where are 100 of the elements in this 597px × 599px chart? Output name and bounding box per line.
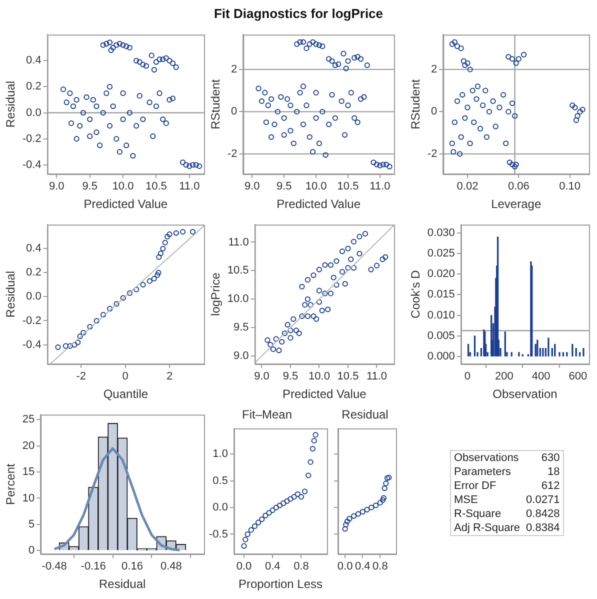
y-tick-label: 10.5 (227, 264, 249, 277)
category-label: Observations (453, 451, 520, 465)
y-tick-label: -0.4 (22, 158, 42, 171)
x-tick-label: 10.5 (337, 370, 359, 383)
chart-subtitle: Residual (342, 408, 388, 422)
x-tick-label: 0.8 (294, 560, 309, 573)
x-tick-label: 0 (122, 370, 128, 383)
x-axis-title: Predicted Value (282, 387, 367, 402)
x-tick-label: 0.10 (559, 180, 581, 193)
x-axis-title: Predicted Value (84, 197, 168, 212)
data-label: 0.8384 (525, 521, 561, 536)
chart-subtitle: Fit–Mean (242, 408, 292, 422)
y-tick-label: 0.025 (427, 248, 455, 260)
x-tick-label: 400 (532, 370, 550, 383)
y-tick-label: -0.2 (22, 314, 42, 327)
x-tick-label: 0.48 (160, 560, 182, 573)
y-tick-label: -0.4 (22, 338, 42, 351)
x-tick-label: 0.8 (372, 560, 388, 573)
y-tick-label: -2 (227, 148, 238, 160)
y-tick-label: 0.2 (26, 80, 42, 93)
x-tick-label: 11.0 (366, 370, 388, 383)
x-tick-label: 9.5 (282, 370, 298, 383)
data-label: 18 (546, 465, 561, 479)
data-label: 612 (540, 479, 561, 493)
data-label: 0.0271 (525, 493, 561, 507)
x-tick-label: -2 (76, 370, 86, 383)
y-tick-label: 0.010 (427, 309, 455, 322)
y-tick-label: 2 (431, 63, 438, 76)
x-axis-title: Proportion Less (238, 577, 322, 592)
y-tick-label: 1.0 (212, 448, 228, 460)
y-tick-label: 0.020 (427, 268, 455, 280)
x-axis-title: Quantile (103, 387, 148, 402)
y-tick-label: 0.000 (427, 350, 455, 363)
y-axis-title: RStudent (408, 78, 423, 130)
y-tick-label: 11.0 (228, 236, 249, 248)
y-tick-label: 0.0 (26, 290, 42, 303)
y-tick-label: 0 (28, 544, 35, 557)
y-tick-label: 2 (231, 63, 238, 76)
y-axis-title: Residual (4, 80, 18, 128)
x-tick-label: 10.0 (112, 180, 134, 193)
x-tick-label: 0.06 (508, 180, 530, 193)
y-axis-title: Percent (4, 462, 18, 505)
x-tick-label: 10.0 (305, 180, 327, 193)
x-tick-label: 0.0 (337, 560, 353, 573)
x-axis-title: Residual (98, 577, 146, 592)
y-tick-label: 5 (28, 518, 35, 530)
y-tick-label: -2 (427, 148, 438, 160)
y-tick-label: 0.015 (427, 288, 455, 301)
x-tick-label: -0.16 (80, 560, 106, 573)
x-tick-label: 200 (495, 370, 514, 383)
y-axis-title: RStudent (208, 78, 223, 130)
y-tick-label: 0.005 (427, 330, 455, 342)
x-tick-label: 10.0 (308, 370, 330, 383)
x-tick-label: 600 (568, 370, 588, 383)
y-tick-label: 0.0 (212, 502, 228, 514)
x-tick-label: 0.16 (122, 560, 143, 573)
x-tick-label: 11.0 (370, 180, 390, 193)
x-axis-title: Predicted Value (276, 197, 361, 212)
x-axis-title: Leverage (491, 197, 542, 212)
y-tick-label: 25 (22, 414, 35, 426)
x-axis-title: Observation (492, 387, 558, 402)
chart-title: Fit Diagnostics for logPrice (212, 6, 384, 21)
x-tick-label: 0 (464, 370, 470, 383)
y-tick-label: 10.0 (227, 293, 249, 306)
y-axis-title: logPrice (208, 272, 223, 316)
category-label: Adj R-Square (453, 521, 522, 536)
x-tick-label: 11.0 (179, 180, 200, 193)
category-label: R-Square (453, 507, 502, 521)
y-tick-label: 20 (22, 440, 35, 452)
x-tick-label: -0.48 (42, 560, 67, 573)
y-tick-label: -0.5 (208, 528, 228, 540)
x-tick-label: 9.0 (49, 180, 64, 193)
x-tick-label: 9.5 (276, 180, 292, 193)
y-axis-title: Cook's D (408, 270, 423, 318)
y-tick-label: 9.0 (234, 350, 249, 362)
x-tick-label: 9.0 (254, 370, 270, 383)
y-tick-label: 9.5 (234, 322, 249, 334)
category-label: Parameters (453, 465, 512, 479)
x-tick-label: 0.4 (264, 560, 280, 573)
y-tick-label: 0 (431, 106, 438, 118)
y-tick-label: 0.030 (427, 226, 455, 239)
x-tick-label: 9.5 (82, 180, 98, 193)
category-label: Error DF (453, 479, 498, 493)
x-tick-label: 9.0 (244, 180, 260, 193)
category-label: MSE (453, 493, 479, 507)
y-tick-label: 0.2 (26, 266, 42, 279)
x-tick-label: 0.4 (354, 560, 370, 573)
data-label: 0.8428 (525, 507, 561, 521)
y-tick-label: 0.4 (26, 242, 42, 255)
y-tick-label: 0 (231, 106, 238, 118)
y-tick-label: 0.5 (212, 474, 228, 487)
y-tick-label: 10 (22, 492, 35, 504)
y-axis-title: Residual (4, 270, 18, 318)
x-tick-label: 2 (166, 370, 173, 383)
y-tick-label: 0.0 (26, 106, 42, 119)
x-tick-label: 10.5 (337, 180, 359, 193)
data-label: 630 (540, 451, 561, 465)
x-tick-label: 0.02 (456, 180, 478, 193)
y-tick-label: 15 (22, 466, 35, 478)
y-tick-label: -0.2 (22, 132, 42, 145)
